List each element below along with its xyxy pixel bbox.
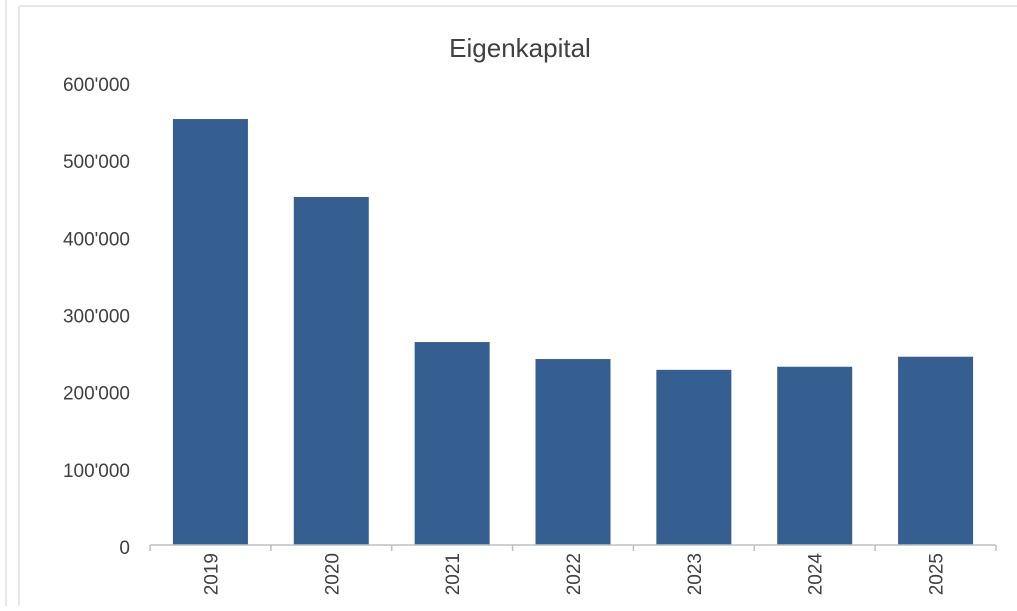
- y-tick-label: 600'000: [63, 75, 130, 96]
- bar-2021: [414, 342, 490, 545]
- x-tick-label: 2021: [443, 553, 464, 595]
- y-axis-labels: 0 100'000 200'000 300'000 400'000 500'000 600'…: [63, 75, 130, 559]
- x-tick-label: 2023: [685, 553, 706, 595]
- bar-2025: [898, 356, 974, 545]
- y-tick-label: 200'000: [63, 384, 130, 405]
- x-tick-label: 2020: [322, 553, 343, 595]
- y-tick-label: 0: [119, 538, 130, 559]
- bar-2024: [777, 366, 853, 545]
- bar-2020: [293, 196, 369, 545]
- y-tick-label: 400'000: [63, 229, 130, 250]
- y-tick-label: 100'000: [63, 461, 130, 482]
- x-tick-label: 2024: [806, 553, 827, 596]
- bar-2023: [656, 369, 732, 545]
- chart-title: Eigenkapital: [449, 33, 591, 63]
- x-axis: 2019 2020 2021 2022 2023 2024 2025: [149, 544, 997, 596]
- x-tick-label: 2025: [927, 553, 948, 595]
- bars: [172, 119, 974, 545]
- y-tick-label: 300'000: [63, 307, 130, 328]
- x-tick-label: 2022: [564, 553, 585, 595]
- x-tick-label: 2019: [201, 553, 222, 595]
- bar-2019: [172, 119, 248, 545]
- bar-2022: [535, 359, 611, 545]
- y-tick-label: 500'000: [63, 152, 130, 173]
